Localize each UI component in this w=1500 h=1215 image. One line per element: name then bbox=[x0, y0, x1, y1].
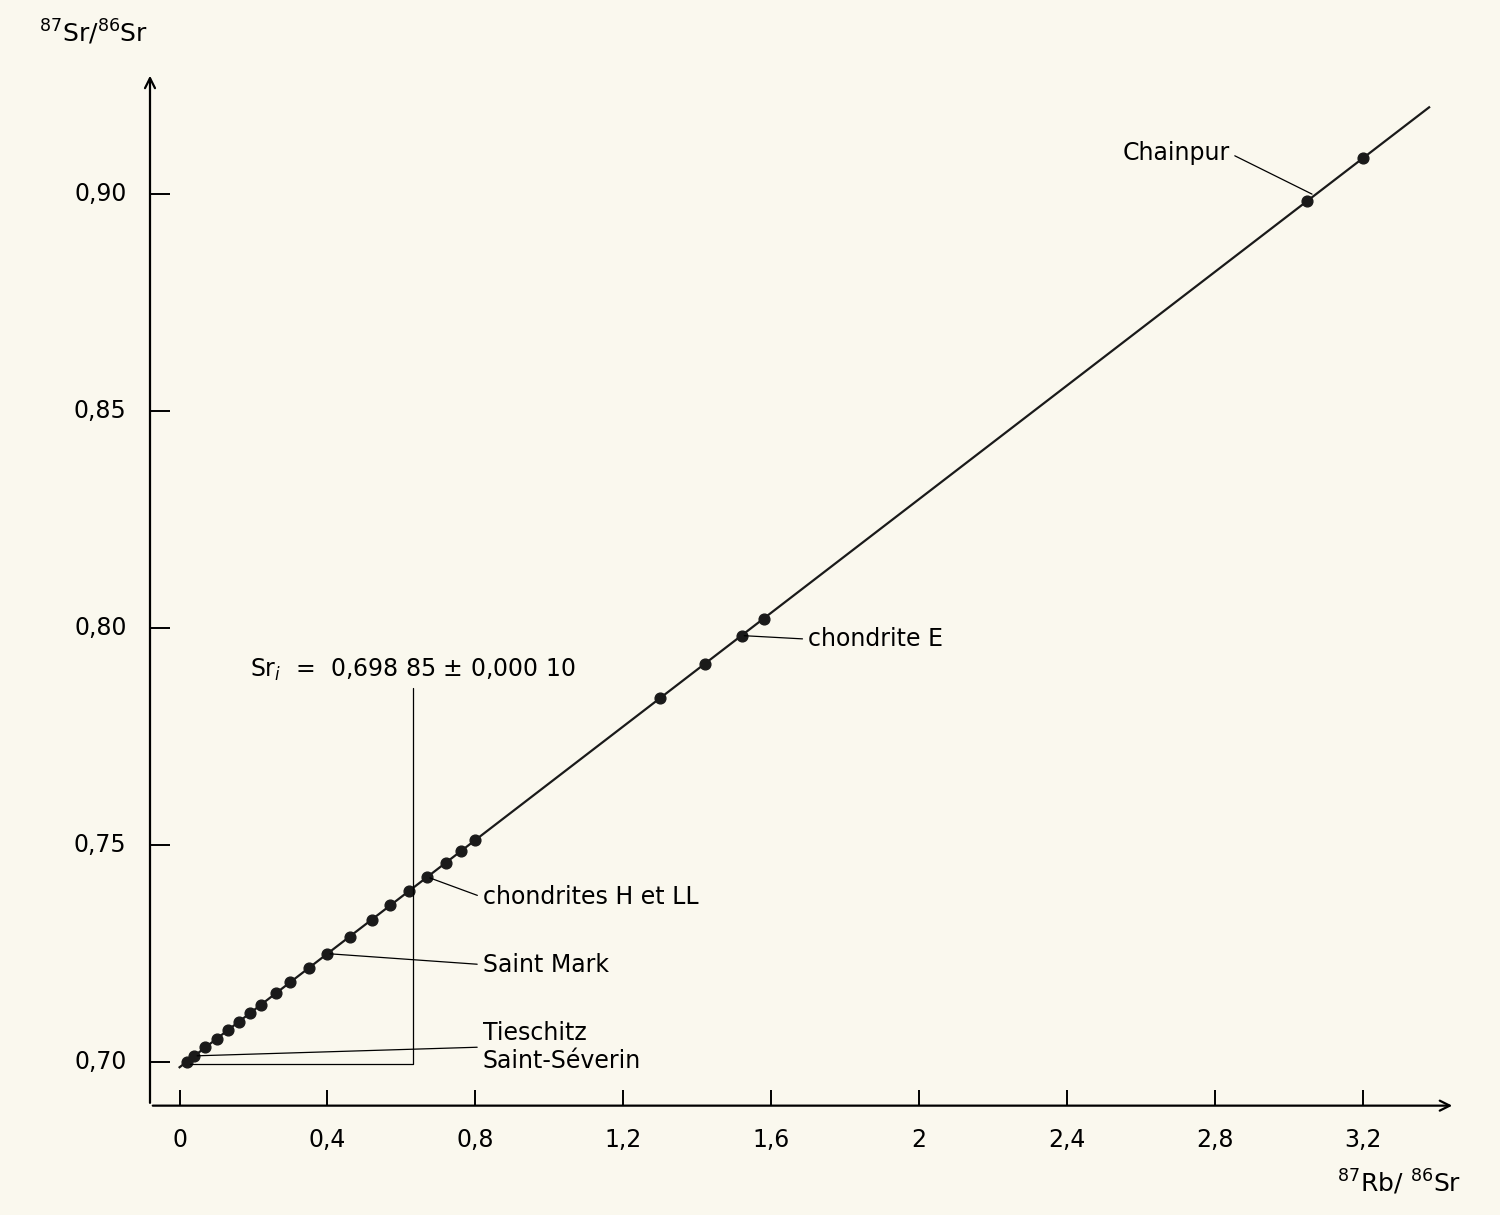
Text: $^{87}$Rb/ $^{86}$Sr: $^{87}$Rb/ $^{86}$Sr bbox=[1338, 1168, 1461, 1197]
Point bbox=[1350, 148, 1374, 168]
Text: 1,2: 1,2 bbox=[604, 1129, 642, 1152]
Point bbox=[752, 609, 776, 628]
Text: 0,85: 0,85 bbox=[74, 400, 126, 423]
Point bbox=[416, 868, 440, 887]
Point bbox=[360, 910, 384, 929]
Text: 2,8: 2,8 bbox=[1196, 1129, 1233, 1152]
Point bbox=[249, 995, 273, 1015]
Text: 1,6: 1,6 bbox=[753, 1129, 789, 1152]
Text: 3,2: 3,2 bbox=[1344, 1129, 1382, 1152]
Point bbox=[238, 1004, 262, 1023]
Point bbox=[338, 927, 362, 946]
Text: Saint Mark: Saint Mark bbox=[330, 953, 609, 977]
Point bbox=[648, 689, 672, 708]
Point bbox=[297, 959, 321, 978]
Point bbox=[693, 654, 717, 673]
Point bbox=[398, 881, 422, 900]
Point bbox=[315, 944, 339, 963]
Text: 0,70: 0,70 bbox=[74, 1050, 126, 1074]
Text: Chainpur: Chainpur bbox=[1122, 141, 1312, 194]
Text: 0,8: 0,8 bbox=[456, 1129, 494, 1152]
Text: Sr$_i$  =  0,698 85 ± 0,000 10: Sr$_i$ = 0,698 85 ± 0,000 10 bbox=[189, 656, 576, 1064]
Text: 0,4: 0,4 bbox=[309, 1129, 347, 1152]
Text: $^{87}$Sr/$^{86}$Sr: $^{87}$Sr/$^{86}$Sr bbox=[39, 18, 148, 47]
Text: 0,90: 0,90 bbox=[74, 182, 126, 207]
Text: chondrite E: chondrite E bbox=[744, 627, 944, 651]
Point bbox=[204, 1029, 228, 1049]
Point bbox=[729, 626, 753, 645]
Point bbox=[183, 1046, 207, 1066]
Point bbox=[176, 1052, 200, 1072]
Text: 0: 0 bbox=[172, 1129, 188, 1152]
Text: 0,80: 0,80 bbox=[74, 616, 126, 640]
Point bbox=[226, 1012, 251, 1032]
Point bbox=[279, 972, 303, 991]
Point bbox=[433, 853, 457, 872]
Text: 2: 2 bbox=[912, 1129, 927, 1152]
Point bbox=[448, 842, 472, 861]
Text: 0,75: 0,75 bbox=[74, 833, 126, 858]
Text: 2,4: 2,4 bbox=[1048, 1129, 1086, 1152]
Point bbox=[1294, 191, 1318, 210]
Point bbox=[378, 895, 402, 915]
Text: chondrites H et LL: chondrites H et LL bbox=[430, 878, 699, 909]
Text: Tieschitz
Saint-Séverin: Tieschitz Saint-Séverin bbox=[196, 1021, 640, 1073]
Point bbox=[216, 1021, 240, 1040]
Point bbox=[264, 984, 288, 1004]
Point bbox=[194, 1038, 217, 1057]
Point bbox=[464, 830, 488, 849]
